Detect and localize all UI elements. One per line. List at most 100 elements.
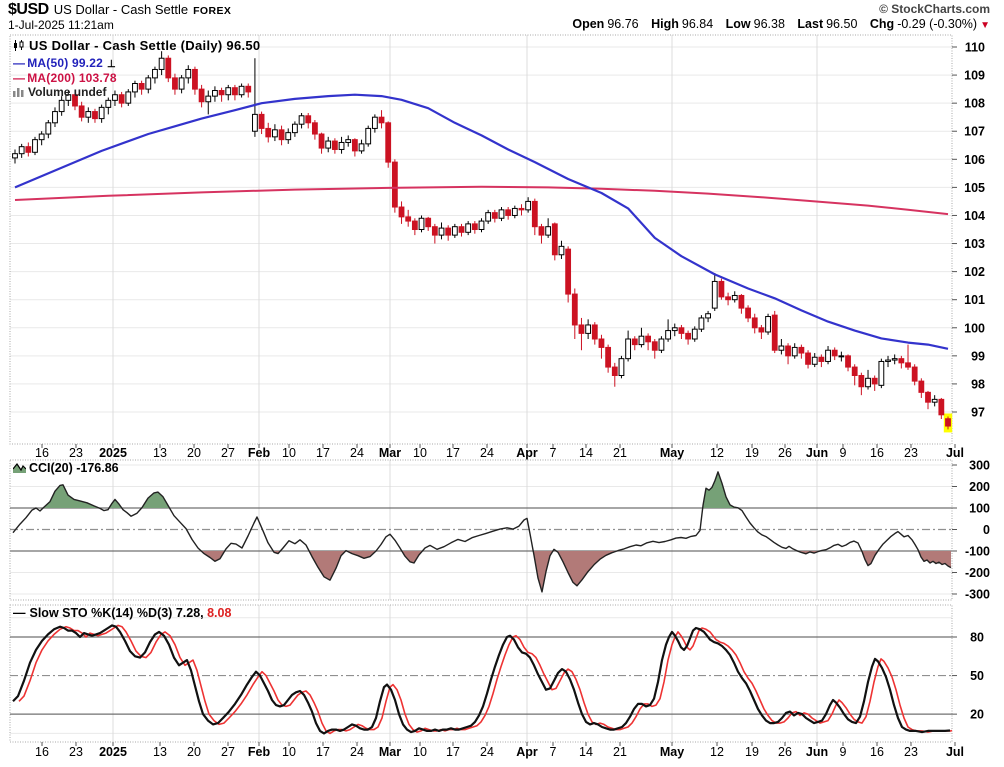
- down-arrow-icon: ▼: [980, 20, 990, 31]
- date-axis-lower: 16 23 2025 13 20 27 Feb 10 17 24 Mar 10 17 24 Apr 7 14 21…: [35, 742, 964, 759]
- svg-text:16: 16: [35, 446, 49, 460]
- candles: [12, 51, 951, 430]
- chart-timestamp: 1-Jul-2025 11:21am: [8, 18, 114, 32]
- svg-text:109: 109: [964, 69, 985, 83]
- svg-text:21: 21: [613, 745, 627, 759]
- svg-text:104: 104: [964, 209, 985, 223]
- svg-text:105: 105: [964, 181, 985, 195]
- cci-panel: 300 200 100 0 -100 -200 -300: [9, 459, 990, 602]
- svg-text:May: May: [660, 446, 684, 460]
- svg-text:20: 20: [187, 745, 201, 759]
- annotation-mark: ⊥: [106, 59, 116, 70]
- svg-text:10: 10: [282, 446, 296, 460]
- symbol: $USD: [8, 1, 49, 18]
- ma50-line: [14, 93, 949, 350]
- svg-text:107: 107: [964, 125, 985, 139]
- svg-text:19: 19: [745, 446, 759, 460]
- svg-text:23: 23: [904, 446, 918, 460]
- cci-legend: CCI(20) -176.86: [12, 461, 119, 476]
- svg-text:Jun: Jun: [806, 745, 828, 759]
- svg-text:Feb: Feb: [248, 745, 271, 759]
- svg-text:10: 10: [282, 745, 296, 759]
- date-axis-upper: 16 23 2025 13 20 27 Feb 10 17 24 Mar 10 17 24 Apr 7 14 21…: [35, 444, 964, 460]
- low-label: Low: [725, 17, 751, 31]
- ma200-legend-text: MA(200) 103.78: [27, 71, 117, 85]
- svg-text:12: 12: [710, 446, 724, 460]
- symbol-name: US Dollar - Cash Settle: [53, 2, 189, 17]
- svg-text:-100: -100: [965, 545, 990, 559]
- cci-area-icon: [12, 462, 27, 476]
- svg-text:97: 97: [971, 405, 985, 419]
- svg-text:Feb: Feb: [248, 446, 271, 460]
- svg-text:17: 17: [446, 446, 460, 460]
- svg-text:14: 14: [579, 446, 593, 460]
- svg-text:7: 7: [550, 745, 557, 759]
- svg-text:14: 14: [579, 745, 593, 759]
- svg-text:102: 102: [964, 265, 985, 279]
- svg-text:100: 100: [969, 502, 990, 516]
- svg-text:20: 20: [970, 708, 984, 722]
- price-legend: US Dollar - Cash Settle (Daily) 96.50: [13, 38, 260, 54]
- high-label: High: [651, 17, 679, 31]
- svg-text:9: 9: [840, 745, 847, 759]
- svg-text:26: 26: [778, 446, 792, 460]
- svg-text:2025: 2025: [99, 446, 127, 460]
- chart-header: $USD US Dollar - Cash Settle FOREX: [8, 1, 231, 19]
- sto-d-line: [18, 624, 953, 735]
- svg-text:24: 24: [350, 446, 364, 460]
- svg-text:17: 17: [446, 745, 460, 759]
- svg-text:16: 16: [870, 745, 884, 759]
- chg-label: Chg: [869, 17, 895, 31]
- svg-text:10: 10: [413, 745, 427, 759]
- stochastic-panel: 80 50 20: [9, 604, 984, 743]
- svg-text:106: 106: [964, 153, 985, 167]
- open-value: 96.76: [607, 17, 639, 31]
- svg-text:21: 21: [613, 446, 627, 460]
- svg-text:Apr: Apr: [516, 745, 538, 759]
- volume-legend-text: Volume undef: [28, 85, 107, 99]
- sto-legend: — Slow STO %K(14) %D(3) 7.28, 8.08: [13, 606, 231, 620]
- cci-legend-text: CCI(20) -176.86: [29, 461, 119, 475]
- ma200-legend: — MA(200) 103.78: [13, 71, 117, 85]
- sto-k-line: [12, 624, 951, 735]
- svg-text:-300: -300: [965, 588, 990, 602]
- svg-text:24: 24: [350, 745, 364, 759]
- svg-text:103: 103: [964, 237, 985, 251]
- svg-text:23: 23: [69, 745, 83, 759]
- last-value: 96.50: [826, 17, 858, 31]
- low-value: 96.38: [753, 17, 785, 31]
- stockcharts-copyright-link[interactable]: © StockCharts.com: [879, 2, 990, 16]
- svg-text:24: 24: [480, 446, 494, 460]
- quote-line: Open 96.76 High 96.84 Low 96.38 Last 96.50 C…: [572, 17, 990, 31]
- svg-text:50: 50: [970, 669, 984, 683]
- svg-text:9: 9: [840, 446, 847, 460]
- svg-text:27: 27: [221, 446, 235, 460]
- svg-text:23: 23: [904, 745, 918, 759]
- high-value: 96.84: [681, 17, 714, 31]
- svg-text:98: 98: [971, 377, 985, 391]
- ma200-swatch: —: [13, 71, 26, 85]
- svg-text:17: 17: [316, 446, 330, 460]
- ma200-line: [14, 185, 949, 216]
- svg-text:13: 13: [153, 745, 167, 759]
- svg-text:2025: 2025: [99, 745, 127, 759]
- svg-text:16: 16: [870, 446, 884, 460]
- svg-text:100: 100: [964, 321, 985, 335]
- svg-text:80: 80: [970, 631, 984, 645]
- price-legend-text: US Dollar - Cash Settle (Daily) 96.50: [29, 38, 261, 53]
- svg-text:May: May: [660, 745, 684, 759]
- svg-text:Mar: Mar: [379, 745, 401, 759]
- sto-legend-text: Slow STO %K(14) %D(3) 7.28,: [29, 606, 204, 620]
- ma50-swatch: —: [13, 56, 26, 70]
- svg-text:Mar: Mar: [379, 446, 401, 460]
- volume-legend: Volume undef: [13, 85, 106, 100]
- svg-text:300: 300: [969, 459, 990, 473]
- svg-text:19: 19: [745, 745, 759, 759]
- chg-value: -0.29 (-0.30%): [897, 17, 978, 31]
- svg-text:99: 99: [971, 349, 985, 363]
- svg-text:-200: -200: [965, 566, 990, 580]
- svg-text:101: 101: [964, 293, 985, 307]
- svg-text:24: 24: [480, 745, 494, 759]
